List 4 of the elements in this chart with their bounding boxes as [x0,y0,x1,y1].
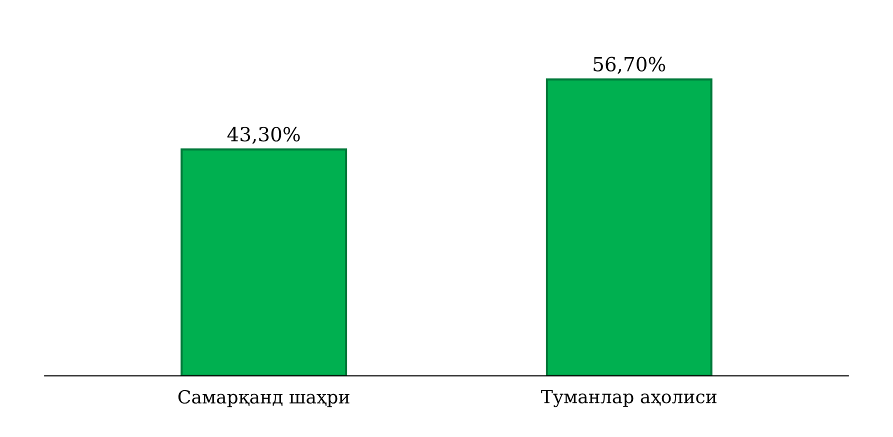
x-tick-label: Туманлар аҳолиси [541,390,716,408]
data-label: 56,70% [594,56,666,74]
x-tick-label: Самарқанд шаҳри [178,390,350,408]
data-label: 43,30% [227,126,300,144]
